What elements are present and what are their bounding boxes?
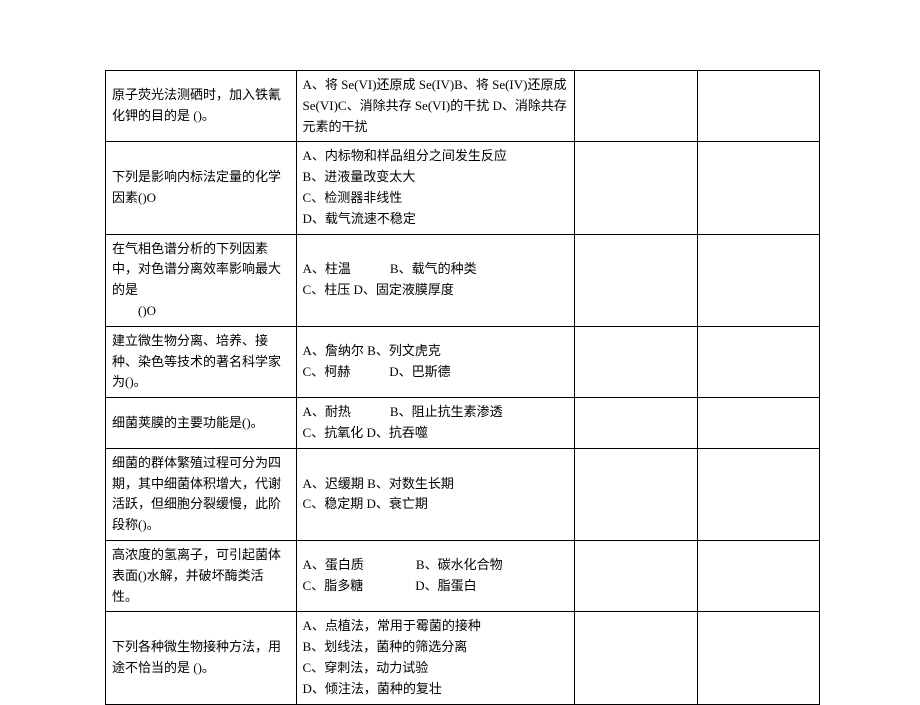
question-cell: 细菌荚膜的主要功能是()。 — [106, 398, 297, 449]
blank-cell — [575, 326, 697, 397]
table-body: 原子荧光法测硒时，加入铁氰化钾的目的是 ()。 A、将 Se(VI)还原成 Se… — [106, 71, 820, 705]
blank-cell — [697, 326, 819, 397]
blank-cell — [697, 71, 819, 142]
document-page: 原子荧光法测硒时，加入铁氰化钾的目的是 ()。 A、将 Se(VI)还原成 Se… — [0, 0, 920, 705]
blank-cell — [575, 540, 697, 611]
answer-cell: A、詹纳尔 B、列文虎克C、柯赫 D、巴斯德 — [296, 326, 575, 397]
question-cell: 原子荧光法测硒时，加入铁氰化钾的目的是 ()。 — [106, 71, 297, 142]
blank-cell — [697, 540, 819, 611]
table-row: 在气相色谱分析的下列因素中，对色谱分离效率影响最大的是 ()O A、柱温 B、载… — [106, 234, 820, 326]
questions-table: 原子荧光法测硒时，加入铁氰化钾的目的是 ()。 A、将 Se(VI)还原成 Se… — [105, 70, 820, 705]
blank-cell — [697, 142, 819, 234]
blank-cell — [697, 612, 819, 704]
question-cell: 下列是影响内标法定量的化学因素()O — [106, 142, 297, 234]
blank-cell — [575, 612, 697, 704]
answer-cell: A、蛋白质 B、碳水化合物C、脂多糖 D、脂蛋白 — [296, 540, 575, 611]
blank-cell — [697, 398, 819, 449]
blank-cell — [575, 448, 697, 540]
blank-cell — [697, 448, 819, 540]
answer-cell: A、将 Se(VI)还原成 Se(IV)B、将 Se(IV)还原成 Se(VI)… — [296, 71, 575, 142]
question-cell: 在气相色谱分析的下列因素中，对色谱分离效率影响最大的是 ()O — [106, 234, 297, 326]
question-cell: 下列各种微生物接种方法，用途不恰当的是 ()。 — [106, 612, 297, 704]
table-row: 高浓度的氢离子，可引起菌体表面()水解，并破坏酶类活性。 A、蛋白质 B、碳水化… — [106, 540, 820, 611]
answer-cell: A、内标物和样品组分之间发生反应B、进液量改变太大C、检测器非线性D、载气流速不… — [296, 142, 575, 234]
question-cell: 建立微生物分离、培养、接种、染色等技术的著名科学家为()。 — [106, 326, 297, 397]
answer-cell: A、迟缓期 B、对数生长期C、稳定期 D、衰亡期 — [296, 448, 575, 540]
blank-cell — [697, 234, 819, 326]
table-row: 细菌荚膜的主要功能是()。 A、耐热 B、阻止抗生素渗透C、抗氧化 D、抗吞噬 — [106, 398, 820, 449]
table-row: 细菌的群体繁殖过程可分为四期，其中细菌体积增大，代谢活跃，但细胞分裂缓慢，此阶段… — [106, 448, 820, 540]
table-row: 原子荧光法测硒时，加入铁氰化钾的目的是 ()。 A、将 Se(VI)还原成 Se… — [106, 71, 820, 142]
table-row: 下列各种微生物接种方法，用途不恰当的是 ()。 A、点植法，常用于霉菌的接种B、… — [106, 612, 820, 704]
table-row: 建立微生物分离、培养、接种、染色等技术的著名科学家为()。 A、詹纳尔 B、列文… — [106, 326, 820, 397]
answer-cell: A、柱温 B、载气的种类C、柱压 D、固定液膜厚度 — [296, 234, 575, 326]
blank-cell — [575, 142, 697, 234]
question-cell: 细菌的群体繁殖过程可分为四期，其中细菌体积增大，代谢活跃，但细胞分裂缓慢，此阶段… — [106, 448, 297, 540]
blank-cell — [575, 71, 697, 142]
blank-cell — [575, 234, 697, 326]
table-row: 下列是影响内标法定量的化学因素()O A、内标物和样品组分之间发生反应B、进液量… — [106, 142, 820, 234]
blank-cell — [575, 398, 697, 449]
question-cell: 高浓度的氢离子，可引起菌体表面()水解，并破坏酶类活性。 — [106, 540, 297, 611]
answer-cell: A、点植法，常用于霉菌的接种B、划线法，菌种的筛选分离C、穿刺法，动力试验D、倾… — [296, 612, 575, 704]
answer-cell: A、耐热 B、阻止抗生素渗透C、抗氧化 D、抗吞噬 — [296, 398, 575, 449]
